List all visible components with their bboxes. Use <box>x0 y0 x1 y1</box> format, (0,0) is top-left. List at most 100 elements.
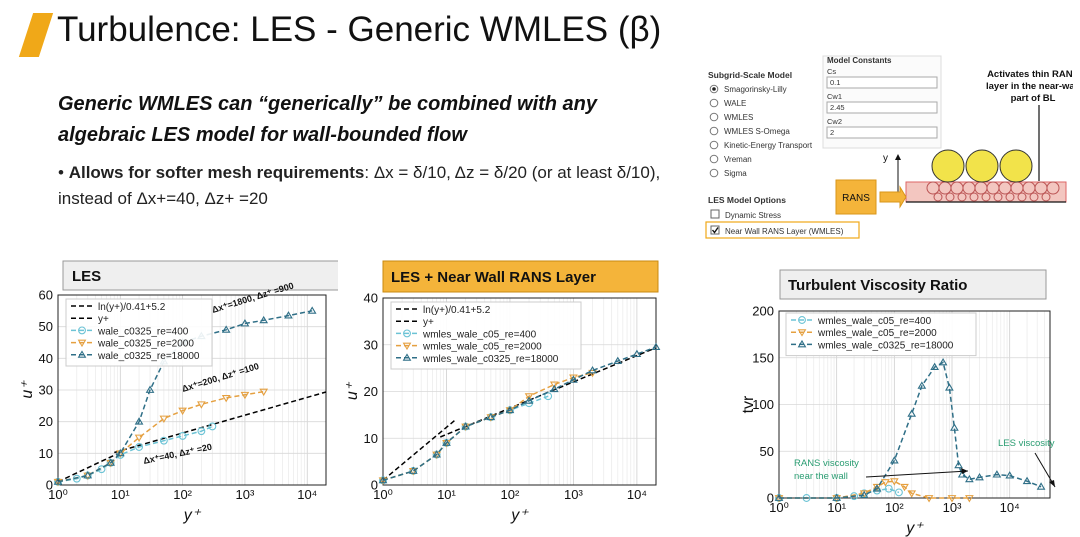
les-chart-title-box <box>62 260 338 291</box>
data-point <box>881 479 890 487</box>
tvr-plot-area: 0 50 100 150 200 10⁰ 10¹ 10² 10³ 10⁴ y⁺ tvr wmles_wa… <box>740 304 1056 537</box>
constant-input[interactable] <box>826 76 938 89</box>
wmles-chart-title: LES + Near Wall RANS Layer <box>391 269 596 286</box>
x-tick-label: 10³ <box>564 487 583 502</box>
arrow-head-icon <box>961 468 968 474</box>
y-axis-label: y <box>883 153 888 164</box>
sgs-option-wmles[interactable]: WMLES <box>709 112 753 122</box>
series-wmles-wale-c0325-re-18000 <box>378 342 661 484</box>
x-tick-label: 10⁰ <box>769 500 789 515</box>
wmles-chart-title-box <box>382 260 659 293</box>
radio-button[interactable] <box>709 126 719 136</box>
near-wall-rans-checkbox[interactable] <box>710 225 720 235</box>
schematic-note-line-1: Activates thin RANS <box>987 69 1073 80</box>
data-point <box>894 488 903 497</box>
radio-button[interactable] <box>709 112 719 122</box>
check-icon <box>711 227 719 234</box>
tvr-chart-title: Turbulent Viscosity Ratio <box>788 277 967 294</box>
les-viscosity-annotation: LES viscosity <box>998 438 1055 449</box>
sgs-option-wmles-s-omega[interactable]: WMLES S-Omega <box>709 126 790 136</box>
data-point <box>402 353 412 361</box>
y-axis-label: u⁺ <box>20 380 36 399</box>
data-point <box>1036 482 1046 490</box>
sgs-option-wale[interactable]: WALE <box>709 98 746 108</box>
data-point <box>442 438 451 446</box>
data-point <box>889 478 899 486</box>
data-point <box>77 339 87 348</box>
x-axis-label: y⁺ <box>905 520 924 537</box>
dynamic-stress-option[interactable]: Dynamic Stress <box>710 209 781 220</box>
data-point <box>797 329 807 337</box>
legend-label: wmles_wale_c05_re=2000 <box>817 328 937 339</box>
data-point <box>259 388 269 397</box>
les-plot-area: 0 10 20 30 40 50 60 10⁰ 10¹ 10² 10³ 10⁴ y⁺ u⁺ ln(y+)/0… <box>20 280 327 524</box>
les-chart: LES 0 10 20 30 40 50 60 10⁰ 10¹ 10² 10³ 10⁴ y⁺ u⁺ ln(y… <box>20 260 338 524</box>
y-axis-label: u⁺ <box>344 381 361 400</box>
bullet-item: • Allows for softer mesh requirements: Δ… <box>58 160 668 212</box>
legend-label: y+ <box>98 314 109 325</box>
sgs-option-sigma[interactable]: Sigma <box>709 168 747 178</box>
x-axis-label: y⁺ <box>510 507 529 524</box>
data-point <box>134 434 144 442</box>
x-tick-label: 10² <box>885 500 904 515</box>
wmles-highlight-box <box>705 221 860 239</box>
y-tick-label: 50 <box>39 319 53 334</box>
data-point <box>72 474 81 483</box>
legend-label: y+ <box>423 317 434 328</box>
data-point <box>505 405 515 414</box>
legend-label: wmles_wale_c0325_re=18000 <box>817 340 954 351</box>
data-point <box>159 436 168 445</box>
constant-input[interactable] <box>826 126 938 139</box>
legend-item: wmles_wale_c05_re=2000 <box>791 328 937 339</box>
large-eddy <box>999 149 1033 183</box>
rans-viscosity-annotation: RANS viscosity <box>794 458 859 469</box>
data-point <box>907 409 917 417</box>
radio-button[interactable] <box>709 98 719 108</box>
y-tick-label: 10 <box>39 446 53 461</box>
y-axis-arrow-icon <box>895 154 901 160</box>
sgs-option-kinetic-energy-transport[interactable]: Kinetic-Energy Transport <box>709 140 813 150</box>
legend-label: ln(y+)/0.41+5.2 <box>423 305 491 316</box>
data-point <box>53 477 63 485</box>
dynamic-stress-checkbox[interactable] <box>710 209 720 219</box>
small-eddy <box>945 192 955 202</box>
data-point <box>197 427 206 436</box>
near-wall-rans-option[interactable]: Near Wall RANS Layer (WMLES) <box>710 225 844 236</box>
data-point <box>930 362 940 371</box>
data-point <box>945 383 954 391</box>
data-point <box>178 407 187 416</box>
data-point <box>549 381 559 389</box>
legend-box <box>785 312 977 357</box>
legend-label: wale_c0325_re=400 <box>97 326 189 337</box>
radio-button[interactable] <box>709 140 719 150</box>
y-tick-label: 60 <box>39 288 53 303</box>
series-line <box>779 361 1042 499</box>
data-point <box>965 474 974 483</box>
sgs-option-label: Sigma <box>724 169 747 178</box>
data-point <box>992 470 1002 478</box>
y-tick-label: 100 <box>752 397 774 412</box>
data-point <box>145 385 155 393</box>
sgs-option-smagorinsky-lilly[interactable]: Smagorinsky-Lilly <box>709 84 787 94</box>
data-point <box>408 466 418 474</box>
constant-input[interactable] <box>826 101 938 114</box>
radio-button[interactable] <box>709 168 719 178</box>
data-point <box>403 329 411 338</box>
y-tick-label: 10 <box>364 431 378 446</box>
small-eddy <box>957 192 967 202</box>
series-line <box>57 390 264 483</box>
slide-title: Turbulence: LES - Generic WMLES (β) <box>57 10 662 49</box>
small-eddy <box>1005 192 1015 202</box>
radio-button[interactable] <box>709 154 719 164</box>
data-point <box>889 456 899 464</box>
data-point <box>859 490 869 499</box>
legend-label: wmles_wale_c05_re=400 <box>817 316 932 327</box>
legend-item: ln(y+)/0.41+5.2 <box>396 305 491 316</box>
x-tick-label: 10¹ <box>827 500 846 515</box>
x-tick-label: 10² <box>173 487 192 502</box>
tvr-chart-title-box <box>779 269 1047 300</box>
sgs-option-vreman[interactable]: Vreman <box>709 154 752 164</box>
tvr-chart: Turbulent Viscosity Ratio 0 50 100 150 200 10… <box>740 269 1056 537</box>
sgs-option-label: WALE <box>724 99 746 108</box>
small-eddy <box>1041 192 1051 202</box>
